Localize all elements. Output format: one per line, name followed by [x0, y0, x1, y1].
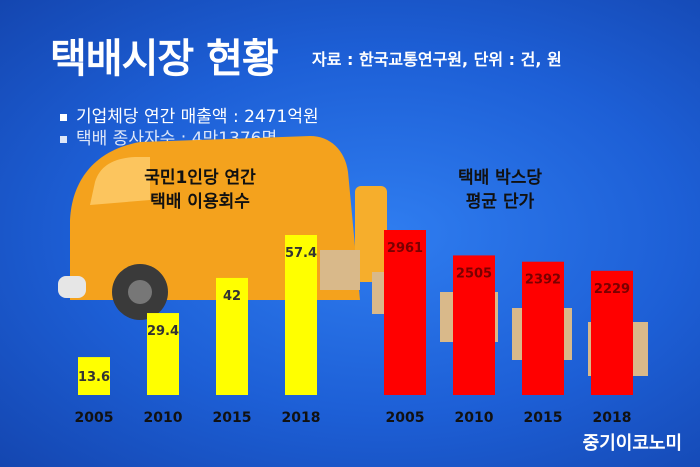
bar-2005	[78, 357, 110, 395]
chart-left-title-line1: 국민1인당 연간	[144, 168, 256, 188]
data-label-2010: 2505	[456, 266, 492, 281]
tick-label-2018: 2018	[282, 410, 321, 426]
data-label-2015: 2392	[525, 273, 561, 288]
chart-right-title-line1: 택배 박스당	[457, 168, 543, 188]
bar-2010	[453, 255, 495, 395]
chart-left-title-line2: 택배 이용회수	[150, 192, 250, 212]
tick-label-2010: 2010	[144, 410, 183, 426]
data-label-2005: 2961	[387, 241, 423, 256]
data-label-2015: 42	[223, 289, 241, 304]
tick-label-2010: 2010	[455, 410, 494, 426]
bullet-square-icon	[60, 135, 67, 143]
bullet-revenue-text: 기업체당 연간 매출액 : 2471억원	[76, 107, 319, 127]
tick-label-2018: 2018	[593, 410, 632, 426]
chart-left-title: 국민1인당 연간 택배 이용회수	[120, 166, 280, 214]
chart-right-title-line2: 평균 단가	[465, 192, 535, 212]
bar-2015	[522, 261, 564, 395]
chart-left-bars: 13.6 2005 29.4 2010 42 2015 57.4 2018	[75, 235, 321, 426]
bar-2018	[285, 235, 317, 395]
source-note: 자료 : 한국교통연구원, 단위 : 건, 원	[312, 50, 562, 69]
bar-2018	[591, 270, 633, 395]
bar-2010	[147, 313, 179, 395]
tick-label-2015: 2015	[213, 410, 252, 426]
tick-label-2005: 2005	[386, 410, 425, 426]
page-title: 택배시장 현황	[50, 36, 279, 82]
tick-label-2005: 2005	[75, 410, 114, 426]
data-label-2010: 29.4	[147, 324, 179, 339]
bullet-square-icon	[60, 113, 67, 121]
tick-label-2015: 2015	[524, 410, 563, 426]
bar-2015	[216, 277, 248, 395]
chart-right-title: 택배 박스당 평균 단가	[440, 166, 560, 214]
brand-logo-text: 중기이코노미	[582, 433, 682, 454]
chart-right-bars: 2961 2005 2505 2010 2392 2015 2229 2018	[384, 230, 633, 426]
data-label-2018: 2229	[594, 282, 630, 297]
bar-2005	[384, 230, 426, 395]
bullet-revenue: 기업체당 연간 매출액 : 2471억원	[60, 102, 319, 127]
data-label-2005: 13.6	[78, 370, 110, 385]
data-label-2018: 57.4	[285, 246, 317, 261]
